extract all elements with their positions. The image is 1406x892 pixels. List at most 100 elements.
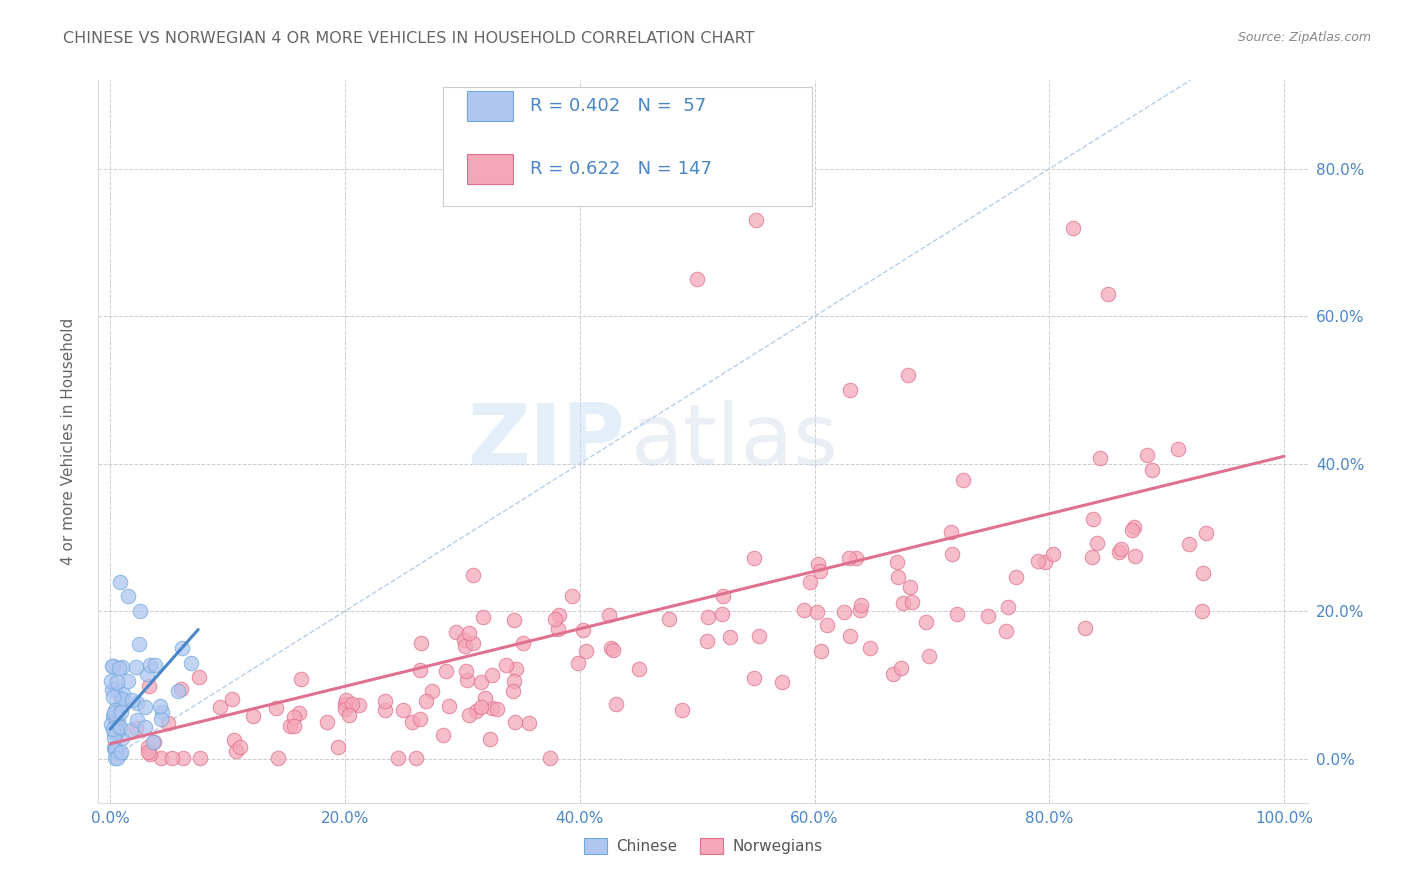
Point xyxy=(103,706,125,720)
Point xyxy=(267,751,290,765)
Point xyxy=(461,635,484,649)
Point xyxy=(882,667,904,681)
Point xyxy=(108,747,131,761)
Point xyxy=(1042,547,1064,561)
Point xyxy=(572,624,595,638)
Point xyxy=(110,705,132,719)
Point xyxy=(547,623,569,637)
Point xyxy=(598,608,620,623)
Point xyxy=(454,639,477,653)
Point xyxy=(108,574,131,589)
Point xyxy=(315,715,337,730)
Point xyxy=(711,589,734,603)
Point xyxy=(548,607,571,622)
Point xyxy=(333,702,356,716)
Point xyxy=(411,636,433,650)
Point xyxy=(101,659,124,673)
Point xyxy=(432,728,454,742)
Point xyxy=(810,565,832,579)
Point xyxy=(104,741,127,756)
Text: R = 0.622   N = 147: R = 0.622 N = 147 xyxy=(530,161,711,178)
Point xyxy=(374,694,396,708)
Point xyxy=(770,674,793,689)
Point xyxy=(111,692,134,706)
Point xyxy=(479,732,502,747)
Point xyxy=(387,751,409,765)
Point xyxy=(335,693,357,707)
Point xyxy=(337,708,360,723)
Point xyxy=(887,570,910,584)
Point xyxy=(696,609,718,624)
Point xyxy=(145,658,167,673)
Point xyxy=(437,698,460,713)
Point xyxy=(108,720,131,734)
Point xyxy=(134,699,156,714)
Point xyxy=(409,713,432,727)
Point xyxy=(188,751,211,765)
Point xyxy=(149,698,172,713)
Point xyxy=(1123,520,1146,534)
Point xyxy=(1033,555,1056,569)
Point xyxy=(392,702,415,716)
Point xyxy=(107,713,129,727)
Point xyxy=(839,629,862,643)
Point xyxy=(454,665,477,679)
Point xyxy=(503,714,526,729)
Point xyxy=(278,719,301,733)
Text: CHINESE VS NORWEGIAN 4 OR MORE VEHICLES IN HOUSEHOLD CORRELATION CHART: CHINESE VS NORWEGIAN 4 OR MORE VEHICLES … xyxy=(63,31,755,46)
Point xyxy=(111,731,134,745)
Point xyxy=(470,675,492,690)
Point xyxy=(897,368,920,383)
Point xyxy=(105,751,128,765)
Point xyxy=(456,673,478,687)
Point xyxy=(886,555,908,569)
Point xyxy=(458,707,481,722)
Point xyxy=(128,604,150,618)
Point xyxy=(810,644,832,658)
Point xyxy=(1121,523,1143,537)
Point xyxy=(799,574,821,589)
Point xyxy=(1111,541,1133,556)
Point xyxy=(1108,545,1130,559)
Point xyxy=(180,656,202,670)
Point xyxy=(627,662,650,676)
Point xyxy=(111,687,134,701)
Point xyxy=(128,637,150,651)
Point xyxy=(838,383,860,397)
Point xyxy=(434,664,457,678)
Point xyxy=(136,745,159,759)
Point xyxy=(157,716,180,731)
Point xyxy=(502,684,524,698)
Point xyxy=(100,716,122,731)
Point xyxy=(149,713,172,727)
Point xyxy=(1062,220,1084,235)
Point xyxy=(283,710,305,724)
Point xyxy=(793,603,815,617)
Point xyxy=(538,751,561,765)
Point xyxy=(105,723,128,738)
Point xyxy=(104,743,127,757)
Point xyxy=(136,739,159,754)
Point xyxy=(117,590,139,604)
Text: atlas: atlas xyxy=(630,400,838,483)
Point xyxy=(100,674,122,689)
Point xyxy=(224,733,246,747)
Point xyxy=(242,709,264,723)
Point xyxy=(104,681,127,696)
Point xyxy=(952,473,974,487)
Point xyxy=(815,618,838,632)
Point xyxy=(150,751,173,765)
Point xyxy=(941,525,963,540)
Point xyxy=(103,740,125,755)
Point xyxy=(264,701,287,715)
Point xyxy=(125,660,148,674)
Point xyxy=(103,724,125,739)
Point xyxy=(575,643,598,657)
Point xyxy=(517,715,540,730)
Point xyxy=(409,664,432,678)
Point xyxy=(994,624,1017,639)
Point xyxy=(142,735,165,749)
Point xyxy=(333,697,356,711)
Point xyxy=(1136,448,1159,462)
Point xyxy=(561,589,583,603)
